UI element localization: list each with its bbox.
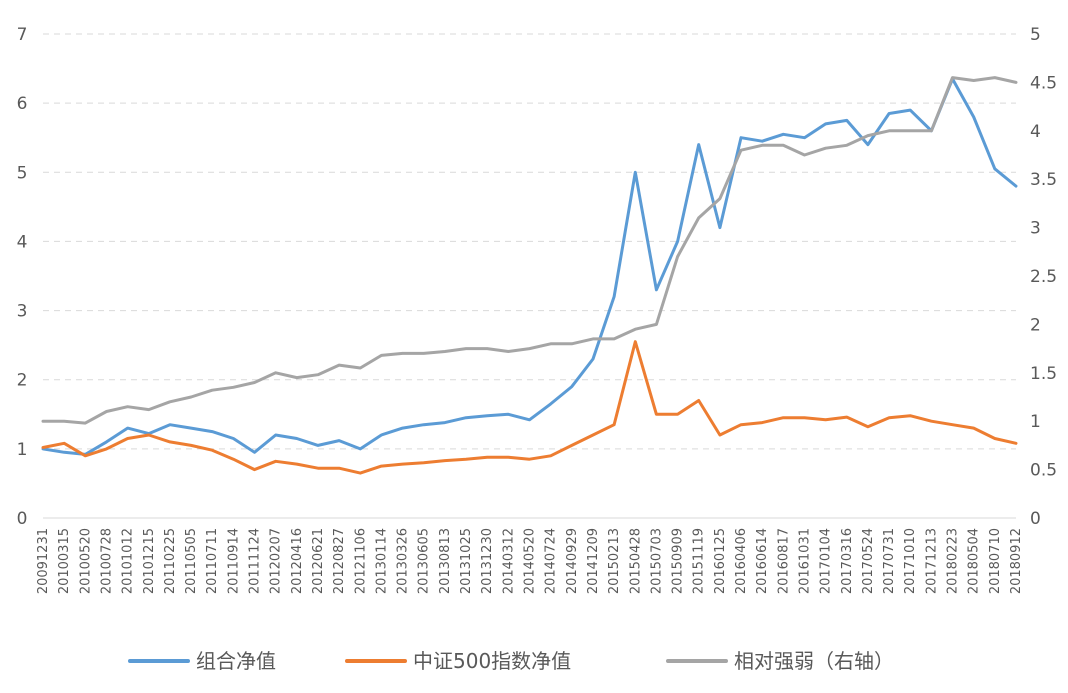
left-y-axis: 0 1 2 3 4 5 6 7 [17,25,28,529]
x-tick-label: 20110914 [226,528,241,594]
legend-label: 中证500指数净值 [413,649,571,673]
x-tick-label: 20140724 [544,528,559,594]
right-y-tick-label: 2.5 [1030,267,1057,287]
legend-label: 组合净值 [196,649,276,673]
left-y-tick-label: 0 [17,509,28,529]
x-tick-label: 20150213 [607,528,622,594]
left-y-tick-label: 7 [17,25,28,45]
x-tick-label: 20120416 [290,528,305,594]
x-tick-label: 20110711 [205,528,220,594]
x-tick-label: 20130605 [417,528,432,594]
x-tick-label: 20100520 [78,528,93,594]
x-tick-label: 20170316 [840,528,855,594]
x-tick-label: 20130114 [374,528,389,594]
x-tick-label: 20140520 [523,528,538,594]
x-tick-label: 20140312 [501,528,516,594]
x-tick-label: 20180504 [967,528,982,594]
x-tick-label: 20120621 [311,528,326,594]
left-y-tick-label: 3 [17,302,28,322]
right-y-tick-label: 5 [1030,25,1041,45]
x-tick-label: 20160614 [755,528,770,594]
x-tick-label: 20171010 [903,528,918,594]
left-y-tick-label: 6 [17,94,28,114]
legend: 组合净值 中证500指数净值 相对强弱（右轴） [128,649,894,673]
x-tick-label: 20111124 [248,528,263,594]
series-line-1 [41,340,1018,475]
right-y-tick-label: 0 [1030,509,1041,529]
right-y-tick-label: 3.5 [1030,170,1057,190]
series-line-0 [41,77,1018,456]
right-y-axis: 0 0.5 1 1.5 2 2.5 3 3.5 4 4.5 5 [1030,25,1057,529]
right-y-tick-label: 1.5 [1030,364,1057,384]
x-tick-label: 20101215 [142,528,157,594]
x-tick-label: 20150703 [649,528,664,594]
x-tick-label: 20160125 [713,528,728,594]
right-y-tick-label: 1 [1030,412,1041,432]
left-y-tick-label: 1 [17,440,28,460]
x-tick-label: 20180223 [946,528,961,594]
x-tick-label: 20180912 [1009,528,1024,594]
x-tick-label: 20131025 [459,528,474,594]
x-tick-label: 20180710 [988,528,1003,594]
x-tick-label: 20120827 [332,528,347,594]
x-axis: 20091231 20100315 20100520 20100728 20101012… [36,517,1024,594]
x-tick-label: 20150909 [671,528,686,594]
x-tick-label: 20120207 [269,528,284,594]
x-tick-label: 20101012 [121,528,136,594]
x-tick-label: 20131230 [480,528,495,594]
x-tick-label: 20091231 [36,528,51,594]
right-y-tick-label: 4.5 [1030,73,1057,93]
right-y-tick-label: 2 [1030,315,1041,335]
x-tick-label: 20170524 [861,528,876,594]
x-tick-label: 20100728 [99,528,114,594]
x-tick-label: 20150428 [628,528,643,594]
x-tick-label: 20160406 [734,528,749,594]
x-tick-label: 20170731 [882,528,897,594]
right-y-tick-label: 4 [1030,122,1041,142]
right-y-tick-label: 3 [1030,219,1041,239]
x-tick-label: 20161031 [797,528,812,594]
gridlines [43,33,1016,450]
left-y-tick-label: 2 [17,371,28,391]
x-tick-label: 20100315 [57,528,72,594]
x-tick-label: 20130813 [438,528,453,594]
x-tick-label: 20130326 [396,528,411,594]
left-y-tick-label: 5 [17,163,28,183]
x-tick-label: 20170104 [819,528,834,594]
series-lines [41,76,1018,475]
x-tick-label: 20160817 [776,528,791,594]
series-line-2 [41,76,1018,425]
right-y-tick-label: 0.5 [1030,461,1057,481]
x-tick-label: 20171213 [924,528,939,594]
x-tick-label: 20151119 [692,528,707,594]
x-tick-label: 20140929 [565,528,580,594]
left-y-tick-label: 4 [17,232,28,252]
x-tick-label: 20110505 [184,528,199,594]
x-tick-label: 20110225 [163,528,178,594]
legend-label: 相对强弱（右轴） [734,649,894,673]
x-tick-label: 20121106 [353,528,368,594]
x-tick-label: 20141209 [586,528,601,594]
